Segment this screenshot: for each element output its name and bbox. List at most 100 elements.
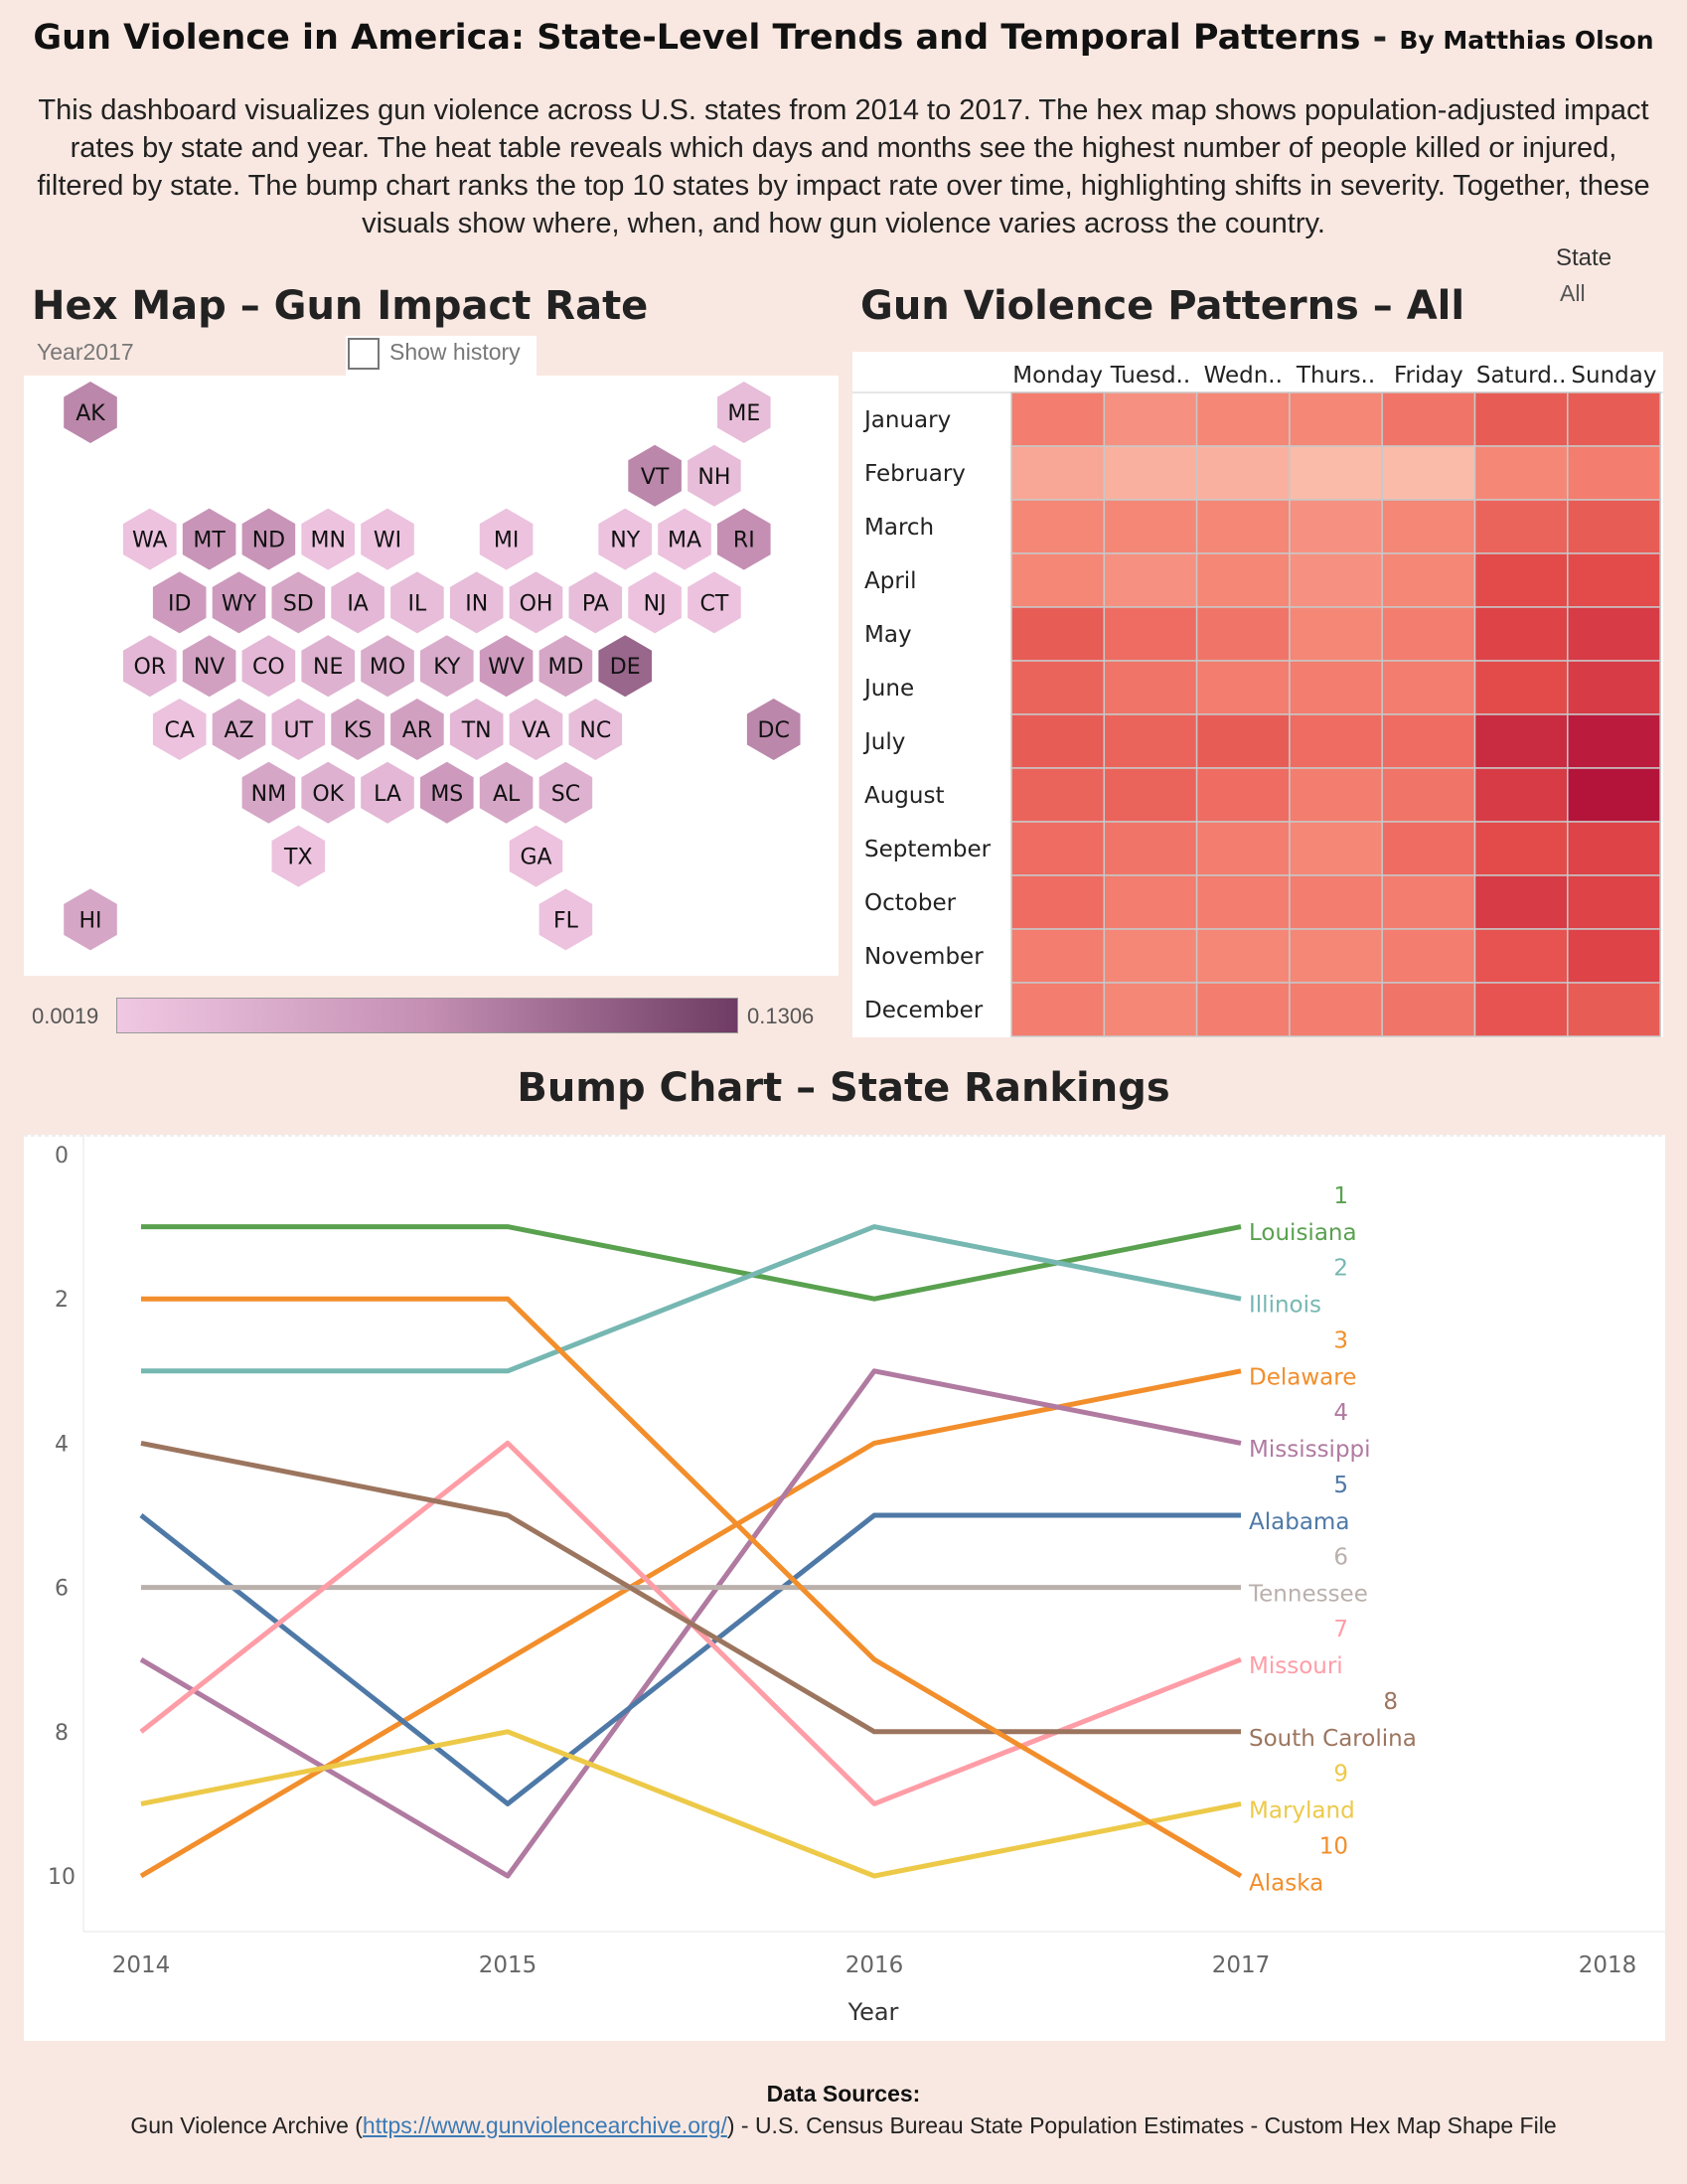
hex-cell[interactable] xyxy=(361,761,414,824)
hex-fl[interactable]: FL xyxy=(538,888,593,951)
heat-cell[interactable] xyxy=(1381,660,1476,715)
heat-cell[interactable] xyxy=(1195,660,1291,715)
heat-cell[interactable] xyxy=(1289,928,1383,984)
heat-cell[interactable] xyxy=(1381,982,1476,1037)
hex-or[interactable]: OR xyxy=(123,635,177,698)
hex-cell[interactable] xyxy=(568,699,623,760)
hex-wv[interactable]: WV xyxy=(479,635,534,698)
hex-mt[interactable]: MT xyxy=(182,508,236,570)
state-filter-dropdown[interactable]: All xyxy=(1560,280,1586,306)
hex-cell[interactable] xyxy=(598,508,652,570)
hex-wa[interactable]: WA xyxy=(123,508,177,570)
hex-cell[interactable] xyxy=(449,699,504,760)
heat-cell[interactable] xyxy=(1473,982,1569,1037)
hex-cell[interactable] xyxy=(509,699,563,760)
heat-cell[interactable] xyxy=(1567,445,1661,501)
heat-cell[interactable] xyxy=(1473,874,1569,930)
heat-cell[interactable] xyxy=(1289,552,1383,608)
heat-cell[interactable] xyxy=(1289,874,1383,930)
hex-cell[interactable] xyxy=(123,508,177,570)
heat-cell[interactable] xyxy=(1381,713,1476,769)
heat-cell[interactable] xyxy=(1289,445,1383,501)
hex-ut[interactable]: UT xyxy=(271,699,326,760)
hex-cell[interactable] xyxy=(271,825,326,887)
heat-cell[interactable] xyxy=(1567,552,1661,608)
hex-wy[interactable]: WY xyxy=(212,571,266,634)
hex-ok[interactable]: OK xyxy=(301,761,355,824)
series-line-illinois[interactable] xyxy=(141,1224,1242,1374)
series-line-south-carolina[interactable] xyxy=(140,1440,1241,1735)
heat-cell[interactable] xyxy=(1473,660,1569,715)
hex-id[interactable]: ID xyxy=(152,571,207,634)
heat-cell[interactable] xyxy=(1567,928,1661,984)
heat-cell[interactable] xyxy=(1473,928,1569,984)
hex-cell[interactable] xyxy=(509,825,563,887)
hex-nj[interactable]: NJ xyxy=(628,571,682,634)
heat-cell[interactable] xyxy=(1289,982,1383,1037)
series-line-louisiana[interactable] xyxy=(141,1224,1242,1302)
heat-cell[interactable] xyxy=(1473,499,1569,554)
hex-cell[interactable] xyxy=(64,382,117,443)
heat-cell[interactable] xyxy=(1289,391,1383,447)
hex-cell[interactable] xyxy=(301,508,355,570)
heat-cell[interactable] xyxy=(1103,606,1198,662)
heat-cell[interactable] xyxy=(1473,391,1569,447)
heat-cell[interactable] xyxy=(1567,606,1661,662)
heat-cell[interactable] xyxy=(1103,445,1198,501)
hex-vt[interactable]: VT xyxy=(628,444,682,507)
hex-cell[interactable] xyxy=(152,699,207,760)
heat-cell[interactable] xyxy=(1473,606,1569,662)
hex-cell[interactable] xyxy=(538,761,593,824)
hex-cell[interactable] xyxy=(212,571,266,634)
hex-ky[interactable]: KY xyxy=(420,635,474,698)
heat-cell[interactable] xyxy=(1195,874,1291,930)
heat-cell[interactable] xyxy=(1473,767,1569,823)
hex-cell[interactable] xyxy=(182,508,236,570)
hex-ct[interactable]: CT xyxy=(688,571,741,634)
hex-ak[interactable]: AK xyxy=(64,382,117,443)
heat-cell[interactable] xyxy=(1381,874,1476,930)
hex-nc[interactable]: NC xyxy=(568,699,623,760)
hex-cell[interactable] xyxy=(331,571,384,634)
heat-cell[interactable] xyxy=(1195,821,1291,876)
hex-ny[interactable]: NY xyxy=(598,508,652,570)
hex-cell[interactable] xyxy=(212,699,266,760)
heat-cell[interactable] xyxy=(1103,874,1198,930)
heat-cell[interactable] xyxy=(1195,713,1291,769)
hex-az[interactable]: AZ xyxy=(212,699,266,760)
heat-cell[interactable] xyxy=(1010,982,1106,1037)
hex-cell[interactable] xyxy=(568,571,623,634)
hex-cell[interactable] xyxy=(688,571,741,634)
hex-cell[interactable] xyxy=(688,444,741,507)
heat-cell[interactable] xyxy=(1381,445,1476,501)
hex-sc[interactable]: SC xyxy=(538,761,593,824)
heat-cell[interactable] xyxy=(1010,928,1106,984)
hex-cell[interactable] xyxy=(746,699,801,760)
hex-ms[interactable]: MS xyxy=(420,761,474,824)
heat-cell[interactable] xyxy=(1195,391,1291,447)
heat-cell[interactable] xyxy=(1010,874,1106,930)
hex-cell[interactable] xyxy=(509,571,563,634)
hex-de[interactable]: DE xyxy=(598,635,652,698)
heat-cell[interactable] xyxy=(1381,821,1476,876)
hex-cell[interactable] xyxy=(390,571,444,634)
heat-cell[interactable] xyxy=(1103,499,1198,554)
heat-cell[interactable] xyxy=(1195,928,1291,984)
heat-cell[interactable] xyxy=(1567,874,1661,930)
hex-mi[interactable]: MI xyxy=(479,508,534,570)
heat-cell[interactable] xyxy=(1289,660,1383,715)
hex-tn[interactable]: TN xyxy=(449,699,504,760)
heat-cell[interactable] xyxy=(1195,982,1291,1037)
hex-cell[interactable] xyxy=(420,761,474,824)
hex-cell[interactable] xyxy=(241,508,296,570)
hex-cell[interactable] xyxy=(271,571,326,634)
hex-me[interactable]: ME xyxy=(717,382,771,443)
hex-la[interactable]: LA xyxy=(361,761,414,824)
heat-cell[interactable] xyxy=(1010,660,1106,715)
hex-cell[interactable] xyxy=(152,571,207,634)
hex-hi[interactable]: HI xyxy=(64,888,117,951)
hex-cell[interactable] xyxy=(390,699,444,760)
heat-cell[interactable] xyxy=(1103,821,1198,876)
series-line-alabama[interactable] xyxy=(139,1512,1241,1806)
heat-cell[interactable] xyxy=(1567,660,1661,715)
